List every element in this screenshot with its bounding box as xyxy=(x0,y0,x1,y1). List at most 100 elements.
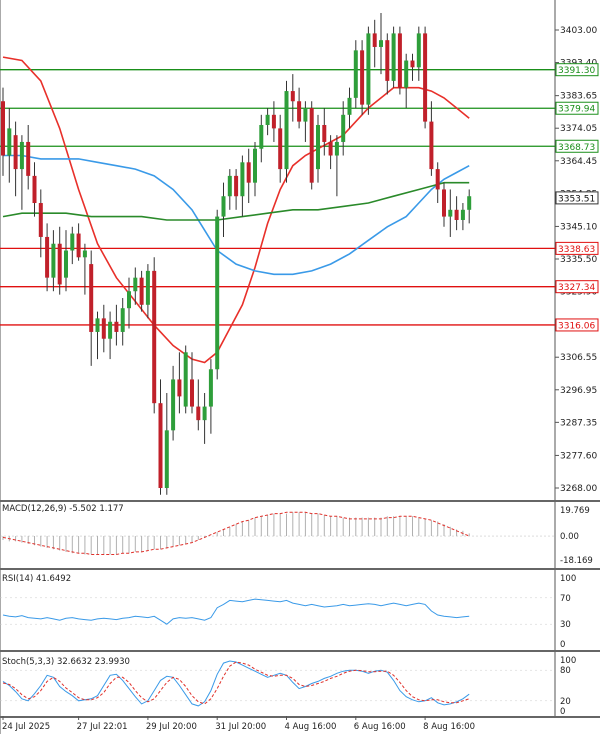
candle-body xyxy=(467,196,472,210)
time-axis-label: 24 Jul 2025 xyxy=(2,722,50,732)
price-tick-label: 3364.45 xyxy=(560,157,597,167)
candle-body xyxy=(164,430,169,488)
candle-body xyxy=(435,169,440,190)
candle-body xyxy=(385,40,390,81)
time-axis-label: 31 Jul 20:00 xyxy=(215,722,266,732)
candle-body xyxy=(145,270,150,305)
stoch-title: Stoch(5,3,3) 32.6632 23.9930 xyxy=(2,657,130,667)
time-axis-label: 4 Aug 16:00 xyxy=(285,722,337,732)
candle-body xyxy=(410,60,415,68)
candle-body xyxy=(278,128,283,170)
candle-body xyxy=(57,243,62,285)
rsi-title: RSI(14) 41.6492 xyxy=(2,574,71,584)
candle-body xyxy=(246,162,251,183)
level-label: 3338.63 xyxy=(558,245,595,255)
stoch-d-line xyxy=(2,661,470,705)
candle-body xyxy=(259,124,264,149)
candle-body xyxy=(328,141,333,156)
panel-separator xyxy=(0,568,600,570)
candle-body xyxy=(460,209,465,220)
candle-body xyxy=(89,264,94,332)
candle-body xyxy=(19,141,24,170)
price-tick-label: 3268.00 xyxy=(560,484,597,494)
candle-body xyxy=(366,33,371,105)
candle-body xyxy=(423,33,428,122)
candle-body xyxy=(208,369,213,407)
candle-body xyxy=(64,250,68,278)
price-tick-label: 3277.60 xyxy=(560,451,597,461)
candle-body xyxy=(32,175,37,204)
price-tick-label: 3345.10 xyxy=(560,222,597,232)
candle-body xyxy=(442,189,446,217)
candle-body xyxy=(360,50,365,105)
candle-body xyxy=(253,148,257,183)
candle-body xyxy=(133,277,138,292)
rsi-tick-label: 30 xyxy=(560,620,571,630)
candle-body xyxy=(391,33,396,81)
macd-signal-line xyxy=(2,511,470,555)
candle-body xyxy=(1,101,5,156)
candle-body xyxy=(139,277,144,305)
price-tick-label: 3287.35 xyxy=(560,418,597,428)
candle-body xyxy=(7,128,12,156)
time-axis-label: 29 Jul 20:00 xyxy=(146,722,197,732)
level-label-box xyxy=(555,139,599,153)
candle-body xyxy=(70,233,75,251)
candle-body xyxy=(290,91,295,102)
candle-body xyxy=(190,379,194,407)
candle-body xyxy=(114,321,119,332)
candle-body xyxy=(177,379,182,397)
candle-body xyxy=(341,114,346,142)
candle-body xyxy=(202,406,207,421)
candle-body xyxy=(152,270,157,404)
level-label-box xyxy=(555,241,599,255)
candle-body xyxy=(309,108,314,183)
candle-body xyxy=(227,175,232,197)
time-axis-label: 27 Jul 22:01 xyxy=(77,722,128,732)
candle-body xyxy=(265,114,270,125)
level-label-box xyxy=(555,101,599,115)
rsi-tick-label: 100 xyxy=(560,574,576,584)
level-label: 3379.94 xyxy=(558,105,595,115)
macd-title: MACD(12,26,9) -5.502 1.177 xyxy=(2,504,124,514)
candle-body xyxy=(108,321,113,339)
candle-body xyxy=(215,216,220,370)
stoch-tick-label: 0 xyxy=(560,707,565,717)
level-label: 3368.73 xyxy=(558,143,595,153)
level-label-box xyxy=(555,280,599,294)
candle-body xyxy=(82,250,87,258)
macd-tick-label: 0.00 xyxy=(560,532,579,542)
candle-body xyxy=(13,135,18,170)
time-axis-label: 8 Aug 16:00 xyxy=(423,722,475,732)
stoch-k-line xyxy=(2,660,470,707)
candle-body xyxy=(171,379,176,431)
current-price-label: 3353.51 xyxy=(558,194,595,204)
level-label-box xyxy=(555,63,599,77)
candle-body xyxy=(322,124,327,142)
candle-body xyxy=(26,141,31,176)
price-tick-label: 3306.55 xyxy=(560,353,597,363)
candle-body xyxy=(397,33,402,88)
candle-body xyxy=(271,114,276,129)
price-tick-label: 3374.05 xyxy=(560,124,597,134)
level-label: 3391.30 xyxy=(558,66,595,76)
moving-average-line xyxy=(2,56,470,364)
current-price-box xyxy=(555,191,599,205)
candle-body xyxy=(334,141,339,156)
panel-separator xyxy=(0,650,600,652)
candle-body xyxy=(454,209,459,220)
candle-body xyxy=(240,162,245,197)
moving-average-line xyxy=(2,181,470,221)
rsi-line xyxy=(2,598,470,625)
candle-body xyxy=(448,209,453,217)
level-label-box xyxy=(555,318,599,332)
candle-body xyxy=(183,352,188,407)
rsi-tick-label: 70 xyxy=(560,594,571,604)
panel-separator xyxy=(0,500,600,502)
price-tick-label: 3335.50 xyxy=(560,255,597,265)
candle-body xyxy=(196,406,201,421)
candle-body xyxy=(284,91,289,170)
candle-body xyxy=(316,124,320,170)
price-tick-label: 3383.65 xyxy=(560,92,597,102)
